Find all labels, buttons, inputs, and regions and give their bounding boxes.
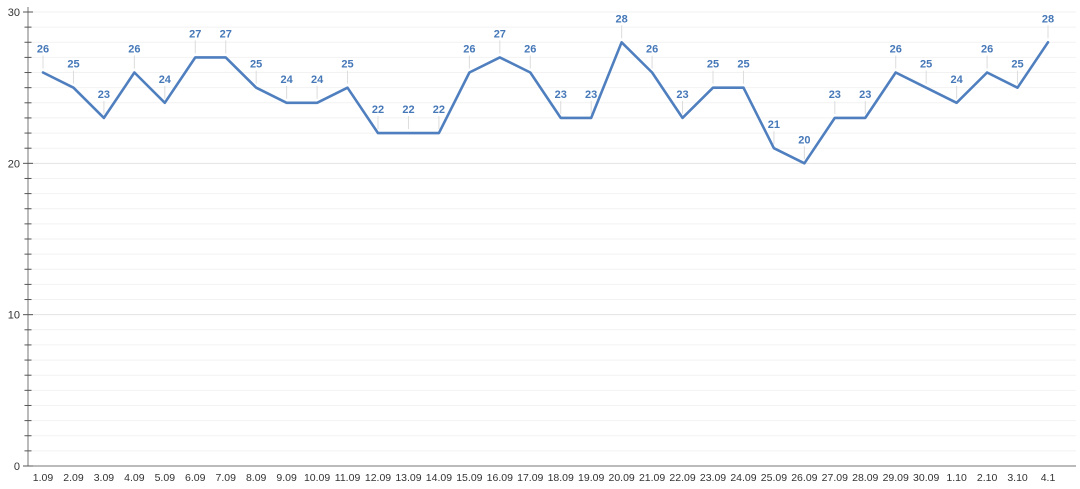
data-label: 25 xyxy=(737,59,749,71)
x-axis-label: 8.09 xyxy=(246,472,267,484)
data-label: 23 xyxy=(829,89,841,101)
x-axis-label: 25.09 xyxy=(761,472,787,484)
data-label: 26 xyxy=(128,44,140,56)
label-leader-lines xyxy=(42,25,1049,160)
x-axis-label: 17.09 xyxy=(517,472,543,484)
data-label: 27 xyxy=(494,28,506,40)
x-axis-label: 1.10 xyxy=(946,472,967,484)
x-axis-label: 11.09 xyxy=(335,472,361,484)
data-label: 27 xyxy=(220,28,232,40)
x-axis-label: 7.09 xyxy=(216,472,237,484)
data-label: 26 xyxy=(524,44,536,56)
x-axis-label: 12.09 xyxy=(365,472,391,484)
x-axis-label: 2.10 xyxy=(977,472,998,484)
data-label: 24 xyxy=(951,74,964,86)
data-label: 23 xyxy=(555,89,567,101)
x-axis-label: 30.09 xyxy=(913,472,939,484)
x-axis-label: 21.09 xyxy=(639,472,665,484)
data-label: 28 xyxy=(1042,13,1054,25)
x-axis-label: 13.09 xyxy=(395,472,421,484)
data-label: 25 xyxy=(341,59,353,71)
x-axis-label: 14.09 xyxy=(426,472,452,484)
x-axis-label: 16.09 xyxy=(487,472,513,484)
data-label: 25 xyxy=(250,59,262,71)
data-label: 26 xyxy=(981,44,993,56)
y-axis-label: 0 xyxy=(14,461,20,473)
x-axis-label: 10.09 xyxy=(304,472,330,484)
x-axis-label: 27.09 xyxy=(822,472,848,484)
data-label: 23 xyxy=(98,89,110,101)
data-label: 20 xyxy=(798,134,810,146)
data-label: 25 xyxy=(920,59,932,71)
x-axis-label: 15.09 xyxy=(456,472,482,484)
axes xyxy=(27,7,1076,467)
data-label: 24 xyxy=(311,74,324,86)
data-label: 24 xyxy=(281,74,294,86)
data-label: 22 xyxy=(433,104,445,116)
x-axis-label: 3.09 xyxy=(94,472,115,484)
data-label: 21 xyxy=(768,119,780,131)
x-axis-label: 28.09 xyxy=(852,472,878,484)
data-label: 24 xyxy=(159,74,172,86)
data-label: 26 xyxy=(463,44,475,56)
data-label: 26 xyxy=(890,44,902,56)
data-label: 25 xyxy=(707,59,719,71)
x-axis-labels: 1.09 2.09 3.09 4.09 5.09 6.09 7.09 8.09 9.09 10.0… xyxy=(33,472,1056,484)
data-label: 26 xyxy=(646,44,658,56)
data-label: 28 xyxy=(616,13,628,25)
data-label: 22 xyxy=(372,104,384,116)
data-label: 22 xyxy=(402,104,414,116)
x-axis-label: 4.1 xyxy=(1041,472,1056,484)
data-label: 27 xyxy=(189,28,201,40)
x-axis-label: 24.09 xyxy=(730,472,756,484)
y-axis-label: 10 xyxy=(8,310,20,322)
data-label: 23 xyxy=(585,89,597,101)
x-axis-label: 23.09 xyxy=(700,472,726,484)
x-axis-label: 26.09 xyxy=(791,472,817,484)
x-axis-label: 18.09 xyxy=(548,472,574,484)
y-axis-labels: 0 10 20 30 xyxy=(8,7,20,473)
x-axis-label: 9.09 xyxy=(276,472,297,484)
series-line xyxy=(41,40,1050,165)
x-axis-label: 29.09 xyxy=(883,472,909,484)
x-axis-label: 6.09 xyxy=(185,472,206,484)
data-label: 25 xyxy=(1011,59,1023,71)
x-axis-label: 4.09 xyxy=(124,472,145,484)
data-label: 26 xyxy=(37,44,49,56)
data-label: 23 xyxy=(859,89,871,101)
data-labels: 26 25 23 26 24 27 27 25 24 24 25 22 22 22 26 27 26 23 23 28… xyxy=(37,13,1054,146)
data-label: 23 xyxy=(676,89,688,101)
x-axis-label: 2.09 xyxy=(63,472,84,484)
x-axis-label: 19.09 xyxy=(578,472,604,484)
y-axis-label: 20 xyxy=(8,158,20,170)
x-axis-label: 22.09 xyxy=(669,472,695,484)
x-axis-label: 5.09 xyxy=(155,472,176,484)
gridlines xyxy=(28,11,1076,452)
y-axis-label: 30 xyxy=(8,7,20,19)
x-axis-label: 3.10 xyxy=(1007,472,1028,484)
data-label: 25 xyxy=(67,59,79,71)
x-axis-label: 20.09 xyxy=(608,472,634,484)
x-axis-label: 1.09 xyxy=(33,472,54,484)
y-axis-ticks xyxy=(23,11,33,467)
